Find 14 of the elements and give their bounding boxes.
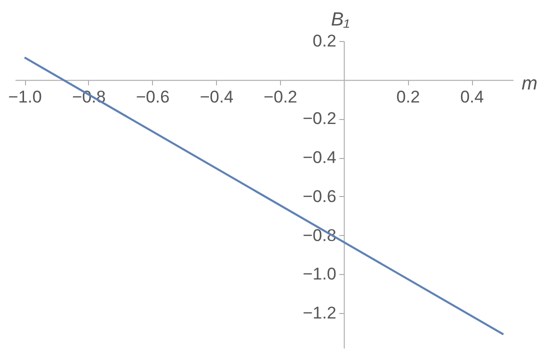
- y-axis-title: B₁: [330, 10, 350, 30]
- x-axis-title: m: [522, 73, 538, 94]
- x-tick-label: −0.2: [264, 87, 298, 106]
- y-tick-label: −0.4: [302, 148, 336, 168]
- y-tick-label: −0.2: [302, 109, 336, 128]
- x-tick-label: −1.0: [8, 87, 42, 106]
- y-tick-label: −1.2: [302, 304, 336, 323]
- y-tick-label: 0.2: [312, 32, 336, 50]
- y-tick-label: −1.0: [302, 264, 336, 284]
- x-tick-label: 0.2: [396, 87, 420, 106]
- y-tick-label: −0.6: [302, 186, 336, 206]
- x-tick-label: −0.6: [136, 87, 170, 106]
- x-tick-label: 0.4: [460, 87, 484, 106]
- x-tick-label: −0.4: [200, 87, 234, 106]
